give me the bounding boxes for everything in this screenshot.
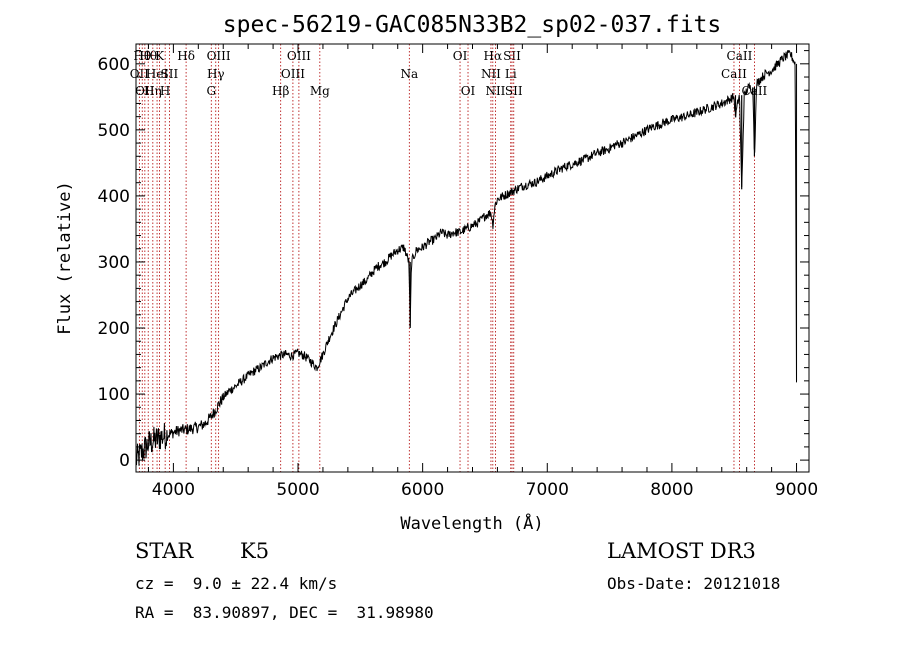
spectral-line-label: OII xyxy=(135,84,155,98)
object-subclass: K5 xyxy=(240,539,270,563)
spectral-line-label: Hβ xyxy=(272,84,289,98)
y-axis-label: Flux (relative) xyxy=(55,181,75,335)
x-axis-label: Wavelength (Å) xyxy=(400,512,543,534)
spectral-line-label: OII xyxy=(130,67,150,81)
y-tick-label: 300 xyxy=(98,253,130,273)
spectral-line-label: CaII xyxy=(721,67,747,81)
x-tick-label: 8000 xyxy=(650,480,693,500)
chart-title: spec-56219-GAC085N33B2_sp02-037.fits xyxy=(223,12,722,38)
flux-series xyxy=(135,50,798,466)
spectral-line-label: SII xyxy=(503,49,521,63)
obs-date-text: Obs-Date: 20121018 xyxy=(607,574,781,593)
spectral-line-label: Hγ xyxy=(207,67,225,81)
spectral-line-label: K xyxy=(155,49,165,63)
spectral-lines: OIIHθOIIHθHηHeIKHSIIHδGHγOIIIHβOIIIOIIIM… xyxy=(130,44,768,472)
y-tick-label: 0 xyxy=(119,451,130,471)
spectral-line-label: SII xyxy=(505,84,523,98)
spectral-line-label: OI xyxy=(453,49,468,63)
y-tick-label: 400 xyxy=(98,187,130,207)
spectral-line-label: Na xyxy=(400,67,418,81)
y-tick-label: 100 xyxy=(98,385,130,405)
y-tick-label: 600 xyxy=(98,55,130,75)
axis-ticks: 4000 5000 6000 7000 8000 9000 0 100 200 300 400 500… xyxy=(98,44,818,500)
spectral-line-label: NII xyxy=(481,67,501,81)
x-tick-label: 9000 xyxy=(775,480,818,500)
spectral-line-label: G xyxy=(206,84,216,98)
survey-name: LAMOST DR3 xyxy=(607,539,756,563)
y-tick-label: 200 xyxy=(98,319,130,339)
spectral-line-label: CaII xyxy=(727,49,753,63)
spectral-line-label: SII xyxy=(161,67,179,81)
x-tick-label: 5000 xyxy=(276,480,319,500)
x-tick-label: 4000 xyxy=(152,480,195,500)
spectral-line-label: OIII xyxy=(207,49,231,63)
y-tick-label: 500 xyxy=(98,121,130,141)
spectral-line-label: OI xyxy=(461,84,476,98)
coords-text: RA = 83.90897, DEC = 31.98980 xyxy=(135,603,434,622)
spectral-line-label: Hδ xyxy=(177,49,195,63)
spectral-line-label: H xyxy=(160,84,170,98)
object-class: STAR xyxy=(135,539,194,563)
spectral-line-label: OIII xyxy=(287,49,311,63)
spectral-line-label: OIII xyxy=(281,67,305,81)
redshift-text: cz = 9.0 ± 22.4 km/s xyxy=(135,574,338,593)
spectral-line-label: Hα xyxy=(484,49,503,63)
spectral-line-label: NII xyxy=(485,84,505,98)
spectral-line-label: Mg xyxy=(310,84,330,98)
spectral-line-label: HeI xyxy=(146,67,169,81)
flux-line xyxy=(135,50,797,466)
x-tick-label: 6000 xyxy=(401,480,444,500)
spectral-line-label: Li xyxy=(505,67,517,81)
spectral-line-label: Hθ xyxy=(133,49,151,63)
x-tick-label: 7000 xyxy=(526,480,569,500)
